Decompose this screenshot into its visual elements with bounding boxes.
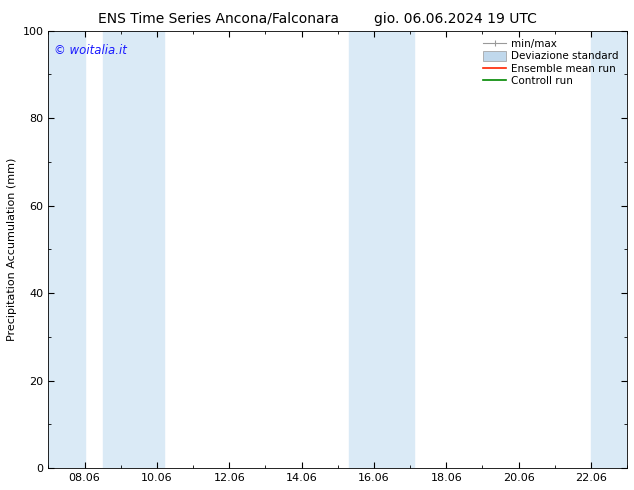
Text: © woitalia.it: © woitalia.it xyxy=(54,44,127,57)
Bar xyxy=(349,30,413,468)
Y-axis label: Precipitation Accumulation (mm): Precipitation Accumulation (mm) xyxy=(7,158,17,341)
Bar xyxy=(48,30,84,468)
Legend: min/max, Deviazione standard, Ensemble mean run, Controll run: min/max, Deviazione standard, Ensemble m… xyxy=(480,36,622,89)
Bar xyxy=(591,30,627,468)
Text: ENS Time Series Ancona/Falconara        gio. 06.06.2024 19 UTC: ENS Time Series Ancona/Falconara gio. 06… xyxy=(98,12,536,26)
Bar xyxy=(103,30,164,468)
